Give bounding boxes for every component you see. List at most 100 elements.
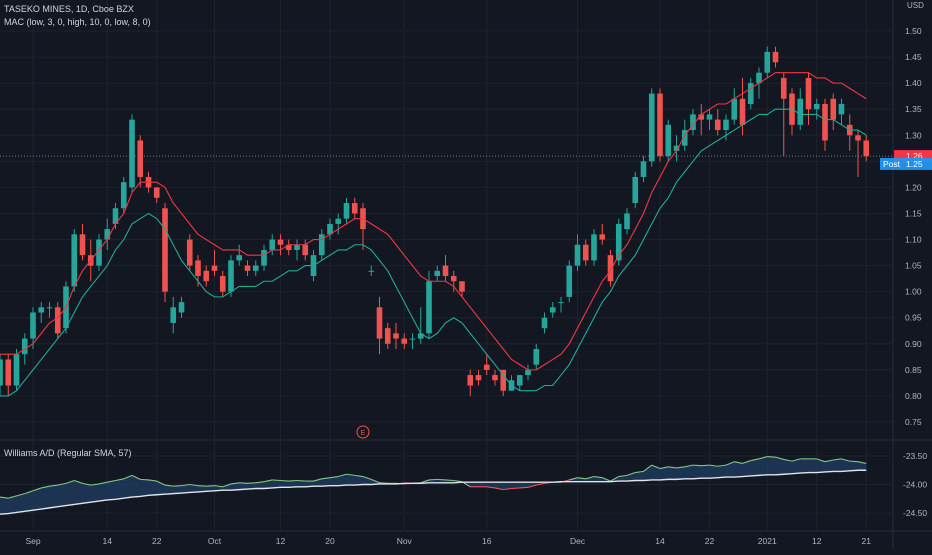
candle[interactable]: [624, 208, 630, 235]
candle[interactable]: [648, 88, 655, 167]
candle[interactable]: [582, 239, 589, 266]
candle[interactable]: [657, 88, 663, 162]
candle[interactable]: [244, 260, 251, 277]
candle[interactable]: [516, 375, 523, 391]
candle[interactable]: [459, 281, 465, 297]
candle[interactable]: [863, 135, 870, 162]
candle[interactable]: [0, 354, 3, 396]
candle[interactable]: [368, 265, 375, 277]
candle[interactable]: [236, 244, 243, 266]
candle[interactable]: [492, 369, 498, 386]
candle[interactable]: [607, 249, 614, 287]
candle[interactable]: [104, 218, 111, 250]
candle[interactable]: [318, 229, 325, 261]
candle[interactable]: [574, 234, 581, 271]
candle[interactable]: [393, 322, 399, 350]
candle[interactable]: [120, 176, 127, 214]
candle[interactable]: [772, 46, 779, 68]
candle[interactable]: [632, 171, 639, 209]
candle[interactable]: [558, 296, 564, 313]
candle[interactable]: [252, 260, 259, 277]
candle[interactable]: [706, 109, 713, 131]
candle[interactable]: [591, 229, 597, 266]
candle[interactable]: [228, 255, 234, 297]
candle[interactable]: [615, 218, 622, 266]
candle[interactable]: [822, 98, 828, 151]
candle[interactable]: [38, 302, 45, 323]
candle[interactable]: [302, 239, 309, 261]
candle[interactable]: [5, 354, 12, 396]
candle[interactable]: [599, 223, 606, 245]
candle[interactable]: [71, 229, 78, 292]
candle[interactable]: [335, 213, 342, 235]
candle[interactable]: [219, 270, 226, 297]
candle[interactable]: [442, 255, 449, 282]
candle[interactable]: [351, 197, 358, 219]
candle[interactable]: [409, 333, 416, 350]
candle[interactable]: [698, 103, 705, 136]
price-pane[interactable]: [0, 46, 870, 396]
candle[interactable]: [170, 296, 177, 334]
candle[interactable]: [483, 354, 490, 376]
candle[interactable]: [855, 130, 861, 177]
candle[interactable]: [830, 93, 837, 131]
candle[interactable]: [162, 203, 168, 303]
candle[interactable]: [764, 46, 771, 78]
candle[interactable]: [566, 260, 573, 303]
candle[interactable]: [54, 302, 61, 339]
candle[interactable]: [723, 114, 729, 141]
candle[interactable]: [714, 109, 721, 136]
candle[interactable]: [813, 98, 820, 120]
candle[interactable]: [327, 218, 333, 240]
candle[interactable]: [417, 307, 424, 344]
candle[interactable]: [261, 244, 267, 271]
candle[interactable]: [731, 88, 738, 125]
williams-ad-pane[interactable]: [0, 456, 867, 515]
wad-line-segment: [255, 481, 265, 484]
candle[interactable]: [525, 364, 531, 381]
candle[interactable]: [780, 72, 787, 157]
candle[interactable]: [401, 333, 408, 350]
candle[interactable]: [277, 234, 284, 256]
candle[interactable]: [797, 88, 804, 131]
candle[interactable]: [376, 296, 383, 355]
candle[interactable]: [384, 322, 391, 350]
candle[interactable]: [747, 77, 754, 110]
candle[interactable]: [467, 369, 474, 396]
candle[interactable]: [541, 312, 548, 334]
candle[interactable]: [434, 265, 441, 282]
candle[interactable]: [673, 135, 680, 162]
candle[interactable]: [153, 187, 160, 204]
candle[interactable]: [96, 234, 102, 271]
candle[interactable]: [665, 119, 672, 162]
candle[interactable]: [739, 77, 746, 136]
candle[interactable]: [211, 249, 218, 277]
candle[interactable]: [13, 349, 20, 391]
candle[interactable]: [450, 270, 457, 292]
candle-body: [739, 98, 746, 125]
candle[interactable]: [46, 302, 53, 318]
candle[interactable]: [294, 239, 300, 261]
candle[interactable]: [805, 72, 812, 125]
candle[interactable]: [838, 98, 845, 125]
candle[interactable]: [640, 156, 647, 183]
candle[interactable]: [269, 234, 276, 256]
earnings-marker-icon[interactable]: [356, 425, 370, 439]
candle[interactable]: [533, 343, 540, 370]
candle[interactable]: [30, 307, 36, 350]
candle[interactable]: [79, 223, 86, 261]
candle[interactable]: [690, 109, 696, 136]
candle[interactable]: [475, 369, 482, 386]
candle[interactable]: [426, 270, 432, 339]
candle[interactable]: [549, 302, 556, 318]
candle-body: [384, 328, 391, 344]
candle[interactable]: [137, 135, 144, 188]
candle[interactable]: [178, 296, 185, 318]
candle[interactable]: [203, 265, 210, 287]
candle[interactable]: [129, 114, 135, 193]
candle[interactable]: [343, 197, 350, 224]
candle[interactable]: [186, 234, 193, 271]
candle[interactable]: [285, 239, 292, 256]
